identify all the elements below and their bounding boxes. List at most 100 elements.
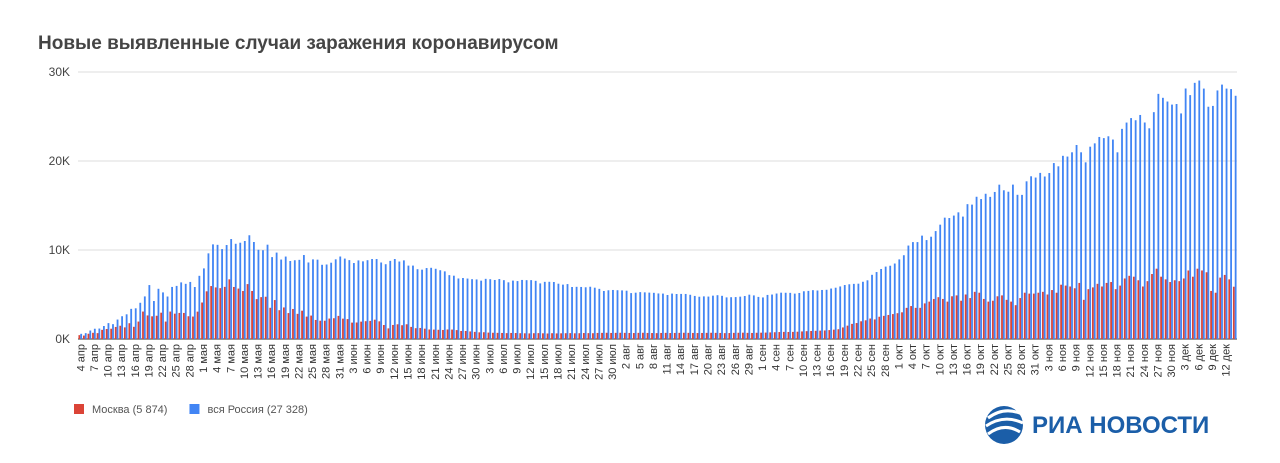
y-tick-label: 0K <box>55 332 70 346</box>
bar <box>312 259 314 339</box>
bar <box>996 296 999 339</box>
x-tick-label: 28 мая <box>321 344 333 379</box>
bar <box>1225 88 1228 339</box>
bar <box>687 332 690 339</box>
bar <box>714 332 717 339</box>
bar <box>119 325 122 339</box>
bar <box>321 264 323 339</box>
bar <box>478 332 481 339</box>
bar <box>362 261 364 339</box>
x-tick-label: 27 ноя <box>1152 344 1164 377</box>
x-tick-label: 10 мая <box>239 344 251 379</box>
bar <box>575 286 578 339</box>
x-tick-label: 12 ноя <box>1084 344 1096 377</box>
x-tick-label: 23 авг <box>716 344 728 375</box>
bar <box>843 285 846 339</box>
bar <box>537 333 540 339</box>
bar <box>1146 281 1149 339</box>
bar <box>471 279 473 339</box>
x-tick-label: 10 окт <box>934 344 946 375</box>
x-tick-label: 16 окт <box>962 344 974 375</box>
bar <box>1096 283 1099 339</box>
bar <box>898 259 901 339</box>
bar <box>734 297 737 339</box>
bar <box>319 320 322 339</box>
bar <box>246 284 249 339</box>
bar <box>730 297 733 339</box>
bar <box>784 292 787 339</box>
bar <box>975 196 978 339</box>
bar <box>510 332 513 339</box>
x-tick-label: 7 мая <box>225 344 237 373</box>
bar <box>775 293 778 339</box>
bar <box>696 333 699 339</box>
x-tick-label: 9 дек <box>1207 344 1219 371</box>
x-tick-label: 15 июн <box>403 344 415 380</box>
bar <box>543 281 546 339</box>
bar <box>1030 176 1033 339</box>
bar <box>778 332 781 339</box>
bar <box>1025 181 1028 339</box>
bar <box>437 329 440 339</box>
bar <box>1084 162 1087 339</box>
x-tick-label: 24 июл <box>580 344 592 380</box>
x-tick-label: 6 ноя <box>1057 344 1069 371</box>
bar <box>105 328 108 339</box>
bar <box>482 332 485 339</box>
x-tick-label: 21 июн <box>430 344 442 380</box>
bar <box>962 216 964 339</box>
x-tick-label: 9 ноя <box>1071 344 1083 371</box>
x-tick-label: 3 июн <box>348 344 360 374</box>
bar <box>552 281 555 339</box>
bar <box>614 332 617 339</box>
bar <box>692 332 694 339</box>
x-tick-label: 26 авг <box>730 344 742 375</box>
bar <box>378 321 381 339</box>
bar <box>834 287 837 339</box>
bar <box>302 255 305 339</box>
bar <box>1164 279 1167 339</box>
bar <box>907 245 910 339</box>
bar <box>192 316 194 339</box>
x-tick-label: 8 авг <box>648 344 660 369</box>
x-tick-label: 6 дек <box>1193 344 1205 371</box>
bar <box>366 260 369 339</box>
x-tick-label: 7 сен <box>784 344 796 371</box>
bar <box>387 328 390 339</box>
bar <box>314 319 317 339</box>
bar <box>902 255 905 339</box>
x-tick-label: 15 июл <box>539 344 551 380</box>
bar <box>573 333 576 339</box>
x-tick-label: 13 сен <box>812 344 824 377</box>
bar <box>743 296 746 339</box>
bar <box>396 324 399 339</box>
bar <box>810 330 813 339</box>
bar <box>489 279 492 339</box>
bar <box>605 332 608 339</box>
bar <box>966 204 969 339</box>
bar <box>864 320 867 339</box>
bar <box>925 240 928 339</box>
bar <box>762 297 764 339</box>
bar <box>1152 112 1155 339</box>
bar <box>1139 114 1142 339</box>
bar <box>296 313 299 339</box>
bar <box>816 290 819 339</box>
bar <box>1001 295 1003 339</box>
bar <box>169 311 172 339</box>
bar <box>634 292 637 339</box>
bar <box>137 321 140 339</box>
bar <box>475 279 478 339</box>
bar <box>484 278 487 339</box>
bar <box>821 289 823 339</box>
bar <box>342 318 344 339</box>
x-tick-label: 30 июл <box>607 344 619 380</box>
x-tick-label: 25 мая <box>307 344 319 379</box>
bar <box>562 284 564 339</box>
bar <box>589 286 592 339</box>
x-tick-label: 24 ноя <box>1139 344 1151 377</box>
bar <box>952 215 955 339</box>
bar <box>521 279 523 339</box>
bar <box>360 321 363 339</box>
bar <box>1221 84 1223 339</box>
